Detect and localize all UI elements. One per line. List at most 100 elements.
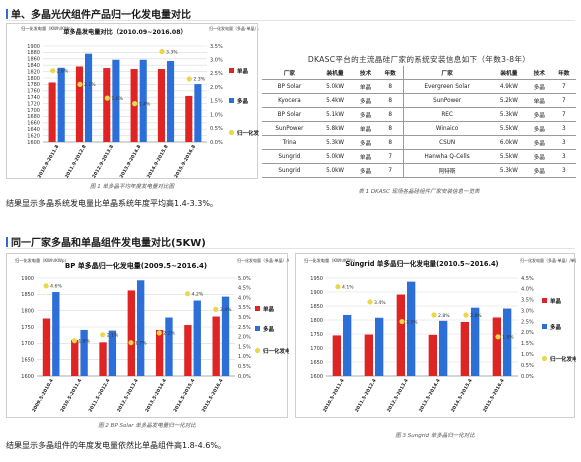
y-tick-label: 1850 — [310, 304, 323, 310]
y2-tick-label: 2.5% — [210, 71, 223, 77]
y2-tick-label: 3.0% — [238, 315, 251, 321]
x-tick-label: 2009.5-2010.4 — [31, 378, 55, 413]
y-tick-label: 1760 — [27, 89, 40, 95]
chart-2: BP 单多晶归一化发电量(2009.5~2016.4)归一化发电量（KWh/KW… — [15, 257, 289, 413]
table-cell: Winaico — [402, 121, 491, 136]
legend-swatch — [228, 129, 235, 136]
x-tick-label: 2015.5-2016.4 — [201, 378, 225, 413]
bar-poly — [407, 281, 416, 376]
table-header-cell: 装机量 — [316, 66, 354, 80]
y2-tick-label: 0.5% — [238, 364, 251, 370]
table-cell: 5.5kW — [490, 121, 528, 136]
y-tick-label: 1750 — [21, 325, 34, 331]
accent-bar — [6, 237, 8, 247]
ratio-data-label: 2.8% — [470, 313, 482, 319]
section-title-2: 同一厂家多晶和单晶组件发电量对比(5KW) — [6, 234, 206, 249]
y-tick-label: 1720 — [27, 101, 40, 107]
bar-poly — [167, 61, 175, 142]
x-tick-label: 2013.9-2014.8 — [119, 144, 143, 179]
ratio-point — [50, 68, 56, 74]
bar-mono — [48, 82, 56, 142]
section-title-2-text: 同一厂家多晶和单晶组件发电量对比(5KW) — [11, 238, 206, 249]
ratio-data-label: 1.8% — [502, 335, 514, 341]
table-cell: 5.4kW — [316, 93, 354, 108]
table-cell: 8 — [377, 121, 404, 136]
y2-tick-label: 2.0% — [521, 330, 534, 336]
table-cell: 单晶 — [527, 93, 552, 108]
table-cell: BP Solar — [262, 79, 317, 94]
table-cell: 8 — [377, 107, 404, 122]
table-row: BP Solar 5.0kW 单晶 8 Evergreen Solar 4.9kW 多晶 7 — [262, 79, 576, 94]
x-tick-label: 2015.5-2016.4 — [482, 378, 506, 413]
ratio-data-label: 2.5% — [406, 319, 418, 325]
section-title-1: 单、多晶光伏组件产品归一化发电量对比 — [6, 6, 191, 21]
ratio-data-label: 1.7% — [135, 340, 147, 346]
x-tick-label: 2012.5-2013.4 — [116, 378, 140, 413]
y-tick-label: 1880 — [27, 50, 40, 56]
table-cell: 8 — [377, 93, 404, 108]
bar-mono — [332, 335, 341, 376]
bar-poly — [194, 84, 202, 142]
y2-tick-label: 3.0% — [210, 58, 223, 64]
table-cell: SunPower — [262, 121, 317, 136]
table-cell: 单晶 — [353, 121, 378, 136]
x-tick-label: 2010.9-2011.8 — [37, 144, 61, 179]
y2-tick-label: 3.5% — [210, 44, 223, 50]
y-tick-label: 1800 — [310, 318, 323, 324]
ratio-point — [128, 340, 134, 346]
ratio-point — [399, 318, 405, 325]
table-cell: Hanwha Q-Cells — [402, 149, 491, 164]
bar-poly — [221, 296, 230, 376]
bar-mono — [185, 95, 193, 142]
y2-tick-label: 4.5% — [238, 286, 251, 292]
bar-poly — [85, 53, 93, 142]
bar-mono — [396, 294, 405, 376]
table-caption: 表 1 DKASC 现场各晶硅组件厂家安装信息一览表 — [358, 189, 480, 195]
table-header-cell: 年数 — [551, 66, 576, 80]
chart-1: 单多晶发电量对比（2010.09~2016.08）归一化发电量（KWh/KWp）… — [21, 25, 259, 179]
y-tick-label: 1700 — [21, 341, 34, 347]
table-cell: 多晶 — [353, 135, 378, 150]
bar-poly — [52, 292, 60, 376]
table-cell: Kyocera — [262, 93, 317, 108]
legend-label: 单晶 — [237, 67, 249, 75]
bar-mono — [75, 66, 83, 142]
y-tick-label: 1800 — [21, 308, 34, 314]
table-cell: SunPower — [402, 93, 491, 108]
table-cell: 5.1kW — [316, 107, 354, 122]
ratio-data-label: 1.6% — [111, 96, 123, 102]
ratio-point — [463, 312, 469, 318]
table-header-cell: 年数 — [377, 66, 404, 80]
ratio-data-label: 4.6% — [50, 284, 62, 290]
y2-tick-label: 3.5% — [521, 298, 534, 304]
ratio-data-label: 1.4% — [139, 101, 151, 107]
y2-tick-label: 4.5% — [521, 276, 534, 282]
legend-swatch — [542, 298, 547, 303]
bar-mono — [492, 317, 501, 376]
table-cell: 3 — [551, 149, 576, 164]
manufacturer-table: 厂家 装机量 技术 年数 厂家 装机量 技术 年数 BP Solar 5.0kW 单晶 8 Everg… — [262, 66, 576, 178]
bar-poly — [108, 330, 117, 376]
table-row: SunPower 5.8kW 单晶 8 Winaico 5.5kW 多晶 3 — [262, 121, 576, 136]
ratio-data-label: 3.4% — [374, 300, 386, 306]
table-cell: 3 — [551, 121, 576, 136]
legend-swatch — [254, 347, 261, 354]
bar-mono — [428, 334, 437, 376]
bar-mono — [103, 68, 111, 142]
y2-tick-label: 0.0% — [238, 374, 251, 380]
table-cell: 8 — [377, 79, 404, 94]
ratio-point — [431, 312, 437, 318]
accent-bar — [6, 9, 8, 19]
bar-poly — [471, 307, 480, 376]
table-cell: Trina — [262, 135, 317, 150]
y2-tick-label: 1.0% — [521, 352, 534, 358]
bar-poly — [343, 314, 352, 376]
y-tick-label: 1700 — [27, 108, 40, 114]
x-tick-label: 2013.5-2014.4 — [144, 378, 168, 413]
table-header-cell: 装机量 — [490, 66, 528, 80]
y2-tick-label: 3.0% — [521, 308, 534, 314]
ratio-point — [335, 284, 341, 290]
legend-label: 多晶 — [550, 323, 562, 331]
table-cell: 7 — [551, 79, 576, 94]
legend-label: 归一化发电量差 — [263, 347, 289, 355]
